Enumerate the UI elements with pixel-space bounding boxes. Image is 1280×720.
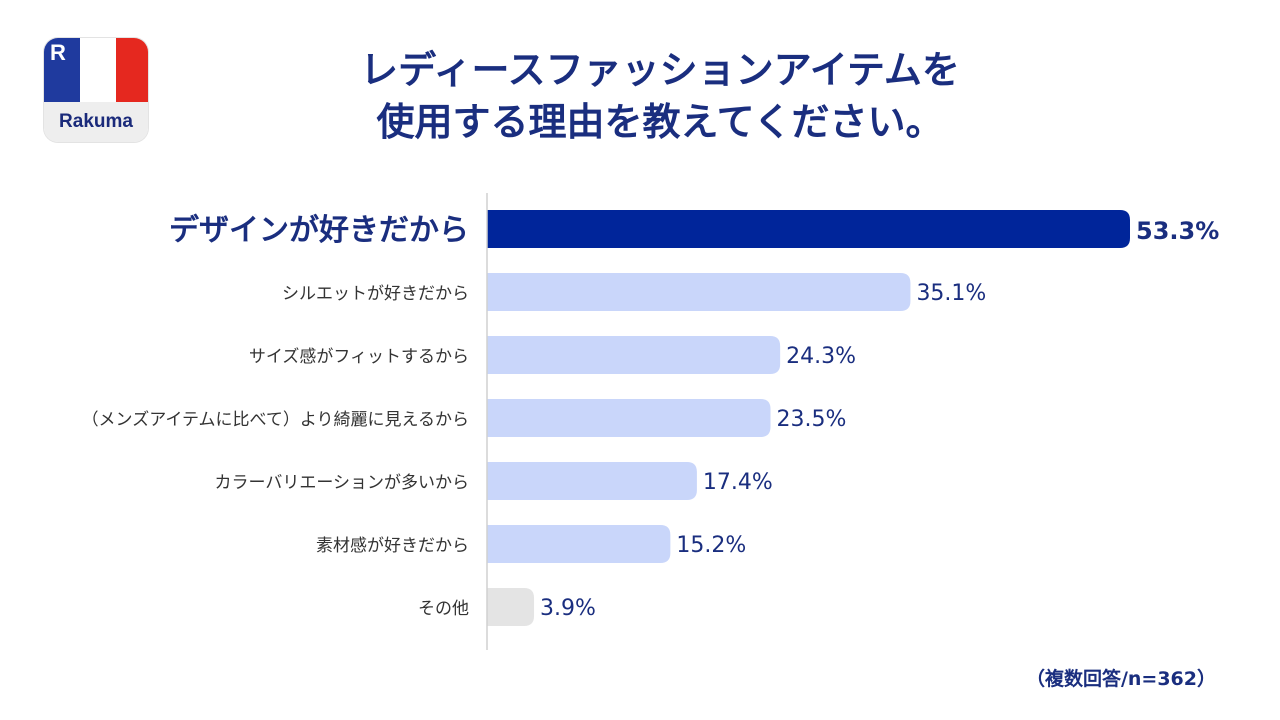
page-title: レディースファッションアイテムを 使用する理由を教えてください。 — [150, 44, 1170, 148]
sample-note: （複数回答/n=362） — [1025, 668, 1216, 690]
category-label-2: シルエットが好きだから — [282, 284, 469, 304]
value-label-5: 17.4% — [703, 470, 773, 495]
category-label-4: （メンズアイテムに比べて）より綺麗に見えるから — [82, 410, 469, 430]
logo-mark: R — [50, 40, 66, 65]
value-label-3: 24.3% — [786, 344, 856, 369]
value-label-6: 15.2% — [676, 533, 746, 558]
category-label-6: 素材感が好きだから — [316, 536, 469, 556]
title-line-2: 使用する理由を教えてください。 — [376, 100, 944, 144]
value-label-4: 23.5% — [776, 407, 846, 432]
value-label-2: 35.1% — [916, 281, 986, 306]
value-label-7: 3.9% — [540, 596, 596, 621]
bar-2 — [487, 273, 911, 311]
category-label-7: その他 — [418, 599, 469, 619]
value-label-1: 53.3% — [1136, 217, 1219, 245]
bar-7 — [487, 588, 535, 626]
bar-5 — [487, 462, 697, 500]
category-label-5: カラーバリエーションが多いから — [215, 473, 470, 493]
category-label-1: デザインが好きだから — [169, 213, 469, 248]
bar-4 — [487, 399, 771, 437]
title-line-1: レディースファッションアイテムを — [360, 48, 960, 92]
category-label-3: サイズ感がフィットするから — [249, 347, 469, 367]
logo-label: Rakuma — [44, 102, 148, 142]
bar-6 — [487, 525, 671, 563]
bar-1 — [487, 210, 1130, 248]
bar-3 — [487, 336, 781, 374]
rakuma-logo: R Rakuma — [44, 38, 148, 142]
